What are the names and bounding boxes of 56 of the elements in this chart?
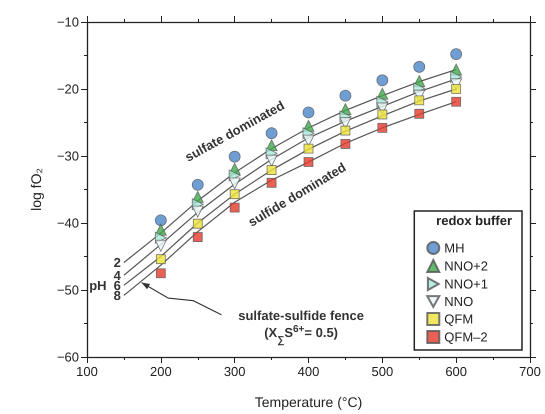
legend-label: NNO+1 [444, 276, 488, 292]
legend-title: redox buffer [436, 213, 512, 228]
point [192, 218, 203, 229]
y-tick-label: −30 [56, 148, 79, 164]
point [413, 60, 426, 73]
x-tick-label: 300 [224, 364, 246, 379]
annotation: pH [89, 278, 107, 293]
point [302, 106, 314, 118]
point [228, 178, 241, 190]
annotation: (X$_{∑}$S$^{6+}$= 0.5) [264, 323, 338, 346]
point [266, 154, 278, 167]
point [340, 139, 350, 149]
legend-label: QFM–2 [444, 330, 488, 344]
point [156, 268, 166, 278]
point [450, 48, 462, 60]
point [192, 206, 204, 218]
point [304, 144, 314, 154]
legend-label: NNO [444, 294, 474, 309]
point [377, 122, 388, 133]
x-tick-label: 100 [76, 364, 98, 379]
x-tick-label: 500 [371, 364, 394, 379]
point [156, 254, 166, 264]
y-tick-label: −10 [56, 14, 79, 30]
y-tick-label: −20 [56, 82, 79, 96]
point [414, 95, 424, 106]
point [154, 214, 167, 226]
point [377, 110, 388, 120]
y-tick-label: −50 [56, 282, 79, 298]
point [451, 96, 462, 107]
x-tick-label: 700 [519, 364, 541, 379]
point [451, 84, 462, 94]
point [414, 108, 424, 119]
point [266, 178, 276, 188]
point [302, 134, 314, 146]
y-tick-label: −60 [56, 350, 79, 364]
y-tick-label: −40 [56, 216, 79, 230]
point [376, 74, 388, 86]
point [340, 126, 350, 136]
legend-label: NNO+2 [444, 258, 488, 274]
point [340, 90, 352, 102]
point [192, 232, 203, 242]
point [230, 189, 240, 200]
x-tick-label: 600 [445, 364, 468, 379]
series-label: 2 [114, 255, 121, 270]
point [230, 202, 240, 212]
legend-label: MH [444, 240, 465, 256]
x-axis-title: Temperature (°C) [254, 394, 362, 410]
annotation: sulfate-sulfide fence [238, 308, 364, 324]
point [154, 240, 167, 252]
legend-label: QFM [444, 312, 474, 326]
y-axis-title: log fO₂ [28, 168, 44, 211]
x-tick-label: 200 [150, 364, 172, 379]
point [228, 150, 241, 163]
x-tick-label: 400 [298, 364, 320, 379]
point [192, 178, 204, 191]
point [266, 165, 276, 175]
